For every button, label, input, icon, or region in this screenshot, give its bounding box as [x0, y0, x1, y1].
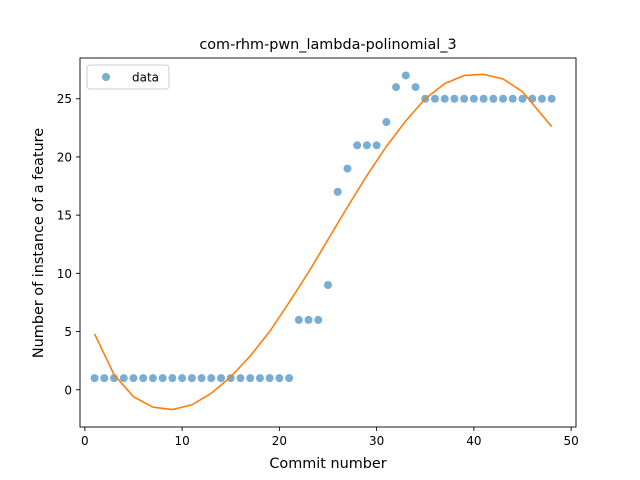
data-point: [168, 374, 177, 383]
data-point: [129, 374, 138, 383]
x-tick-label: 20: [272, 434, 287, 448]
data-point: [148, 374, 157, 383]
data-point: [285, 374, 294, 383]
data-point: [236, 374, 245, 383]
data-point: [217, 374, 226, 383]
data-point: [518, 94, 527, 103]
x-axis-label: Commit number: [269, 456, 386, 472]
data-point: [246, 374, 255, 383]
data-point: [353, 141, 362, 150]
axes-frame: [79, 57, 577, 428]
y-tick-label: 5: [64, 325, 72, 339]
x-tick-label: 30: [369, 434, 384, 448]
data-point: [372, 141, 381, 150]
data-point: [294, 315, 303, 324]
data-point: [469, 94, 478, 103]
data-point: [547, 94, 556, 103]
x-tick-label: 0: [81, 434, 89, 448]
data-point: [479, 94, 488, 103]
y-tick-label: 20: [57, 150, 72, 164]
data-point: [265, 374, 274, 383]
data-point: [508, 94, 517, 103]
data-point: [207, 374, 216, 383]
data-point: [401, 71, 410, 80]
chart-title: com-rhm-pwn_lambda-polinomial_3: [199, 37, 456, 53]
data-point: [450, 94, 459, 103]
data-point: [333, 187, 342, 196]
data-point: [440, 94, 449, 103]
data-point: [411, 83, 420, 92]
x-axis-ticks: 0 10 20 30 40 50: [81, 427, 579, 448]
data-point: [343, 164, 352, 173]
data-point: [187, 374, 196, 383]
legend: data: [86, 64, 170, 90]
y-tick-label: 15: [57, 209, 72, 223]
data-point: [119, 374, 128, 383]
data-point: [324, 280, 332, 289]
y-tick-label: 10: [57, 267, 72, 281]
x-tick-label: 40: [466, 434, 481, 448]
data-point: [528, 94, 537, 103]
y-axis-ticks: 0 5 10 15 20 25: [57, 92, 80, 397]
plot-area: [79, 57, 577, 428]
data-point: [392, 83, 401, 92]
data-point: [430, 94, 439, 103]
y-axis-label: Number of instance of a feature: [31, 128, 47, 358]
data-point: [362, 141, 371, 150]
data-point: [197, 374, 206, 383]
data-point: [489, 94, 498, 103]
data-point: [499, 94, 508, 103]
data-point: [178, 374, 187, 383]
data-point: [139, 374, 148, 383]
data-point: [226, 374, 235, 383]
data-point: [90, 374, 99, 383]
fit-line: [93, 73, 553, 411]
y-tick-label: 0: [64, 383, 72, 397]
data-point: [382, 118, 391, 127]
data-point: [255, 374, 264, 383]
data-point: [158, 374, 167, 383]
data-point: [304, 315, 313, 324]
y-tick-label: 25: [57, 92, 72, 106]
data-point: [100, 374, 109, 383]
data-point: [275, 374, 284, 383]
legend-marker: [102, 73, 110, 81]
x-tick-label: 50: [563, 434, 578, 448]
legend-box: [86, 64, 170, 90]
data-point: [537, 94, 546, 103]
legend-label: data: [132, 71, 159, 85]
x-tick-label: 10: [174, 434, 189, 448]
data-point: [460, 94, 469, 103]
data-point: [314, 315, 323, 324]
